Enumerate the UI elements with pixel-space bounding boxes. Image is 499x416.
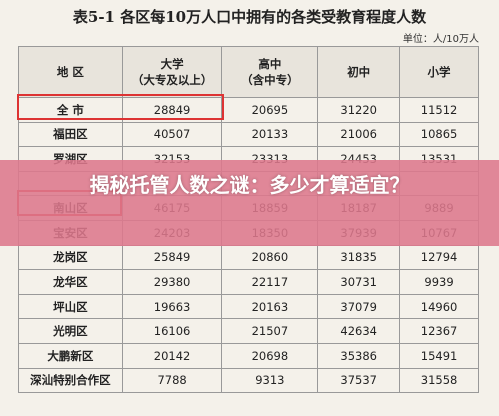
cell: 20860 xyxy=(221,244,319,271)
cell: 37537 xyxy=(317,367,401,394)
cell: 20695 xyxy=(221,97,319,123)
header-cell: 地 区 xyxy=(18,46,123,98)
cell: 12794 xyxy=(399,244,479,271)
unit-label: 单位：人/10万人 xyxy=(402,34,479,45)
cell: 37079 xyxy=(317,293,401,320)
banner xyxy=(0,160,499,246)
cell: 31220 xyxy=(317,97,401,123)
table-row: 坪山区 19663 20163 37079 14960 xyxy=(18,293,479,320)
cell: 21006 xyxy=(317,121,401,148)
cell: 20163 xyxy=(221,293,319,320)
header-cell: 初中 xyxy=(317,46,401,98)
cell: 40507 xyxy=(121,121,223,148)
cell: 35386 xyxy=(317,342,401,369)
row-label: 光明区 xyxy=(18,318,123,344)
table-row: 福田区 40507 20133 21006 10865 xyxy=(18,121,479,148)
table-row: 大鹏新区 20142 20698 35386 15491 xyxy=(18,342,479,369)
header-cell: 高中 （含中专） xyxy=(221,46,319,98)
cell: 11512 xyxy=(399,97,479,123)
cell: 9313 xyxy=(221,367,319,394)
cell: 20698 xyxy=(221,342,319,369)
banner-text: 揭秘托管人数之谜：多少才算适宜？ xyxy=(89,173,410,197)
cell: 20142 xyxy=(121,342,223,369)
cell: 42634 xyxy=(317,318,401,344)
row-label: 大鹏新区 xyxy=(18,342,123,369)
row-label: 龙岗区 xyxy=(18,244,123,271)
row-label: 深汕特别合作区 xyxy=(18,367,123,394)
cell: 22117 xyxy=(221,269,319,295)
row-label: 龙华区 xyxy=(18,269,123,295)
table-row: 龙岗区 25849 20860 31835 12794 xyxy=(18,244,479,271)
cell: 15491 xyxy=(399,342,479,369)
cell: 30731 xyxy=(317,269,401,295)
cell: 9939 xyxy=(399,269,479,295)
cell: 12367 xyxy=(399,318,479,344)
cell: 21507 xyxy=(221,318,319,344)
cell: 19663 xyxy=(121,293,223,320)
cell: 29380 xyxy=(121,269,223,295)
highlight-box xyxy=(17,94,224,120)
table-row: 光明区 16106 21507 42634 12367 xyxy=(18,318,479,344)
cell: 31558 xyxy=(399,367,479,394)
row-label: 福田区 xyxy=(18,121,123,148)
cell: 7788 xyxy=(121,367,223,394)
header-row: 地 区大学 （大专及以上） 高中 （含中专） 初中 小学 xyxy=(18,46,479,98)
row-label: 坪山区 xyxy=(18,293,123,320)
cell: 31835 xyxy=(317,244,401,271)
cell: 14960 xyxy=(399,293,479,320)
cell: 20133 xyxy=(221,121,319,148)
table-row: 龙华区 29380 22117 30731 9939 xyxy=(18,269,479,295)
header-cell: 大学 （大专及以上） xyxy=(121,46,223,98)
cell: 16106 xyxy=(121,318,223,344)
table-row: 深汕特别合作区 7788 9313 37537 31558 xyxy=(18,367,479,394)
table-title: 表5-1 各区每10万人口中拥有的各类受教育程度人数 xyxy=(72,8,427,26)
cell: 25849 xyxy=(121,244,223,271)
cell: 10865 xyxy=(399,121,479,148)
header-cell: 小学 xyxy=(399,46,479,98)
